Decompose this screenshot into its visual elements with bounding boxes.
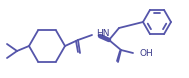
Text: OH: OH: [139, 50, 153, 58]
Text: HN: HN: [96, 29, 109, 39]
